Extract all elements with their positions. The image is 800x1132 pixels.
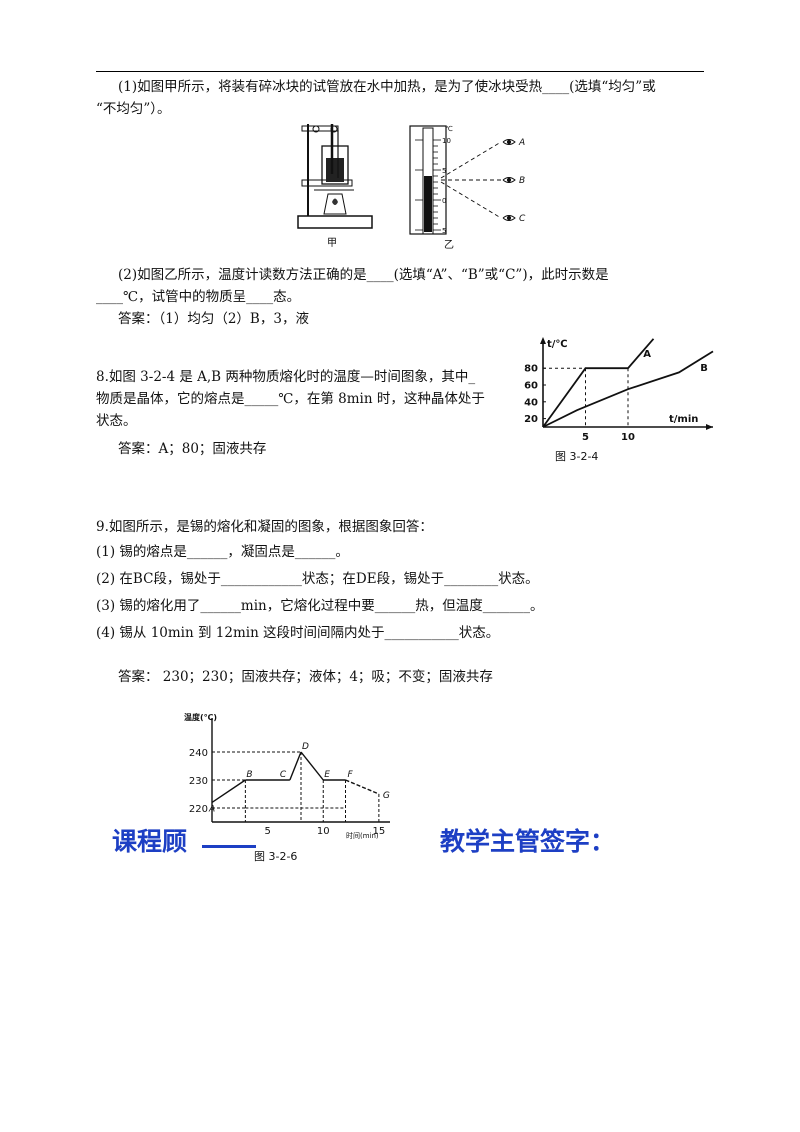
eye-label-b: B (519, 176, 525, 186)
q7-part2-line1: (2)如图乙所示，温度计读数方法正确的是____(选填“A”、“B”或“C”)，… (118, 267, 609, 283)
q7-answer: 答案：（1）均匀（2）B，3，液 (118, 311, 309, 327)
therm-unit: ℃ (445, 125, 453, 133)
q8-line3: 状态。 (96, 413, 137, 429)
therm-tick-5: 5 (442, 167, 446, 175)
point-label-a: A (208, 804, 215, 814)
point-label-f: F (348, 770, 354, 780)
y-axis-label: 温度(℃) (184, 712, 217, 722)
series-line-b (542, 350, 714, 428)
chart-3-2-4: t/℃ t/min 20 40 60 80 5 10 A B (524, 337, 714, 443)
x-axis-label: 时间(min) (346, 831, 379, 840)
y-tick-label: 220 (189, 804, 208, 815)
eye-label-a: A (518, 138, 525, 148)
y-axis-label: t/℃ (547, 339, 568, 350)
x-tick-label: 15 (373, 826, 386, 837)
therm-tick-minus5: 5 (442, 227, 446, 235)
point-label-e: E (324, 770, 330, 780)
q9-item-4: (4) 锡从 10min 到 12min 这段时间间隔内处于__________… (96, 625, 500, 641)
header-rule (96, 71, 704, 72)
q7-part2-line2: ____℃，试管中的物质呈____态。 (96, 289, 301, 305)
fig-yi-label: 乙 (444, 239, 454, 251)
chart-3-2-6-caption: 图 3-2-6 (254, 850, 298, 863)
q9-item-2: (2) 在BC段，锡处于____________状态；在DE段，锡处于_____… (96, 571, 539, 587)
signature-right-label: 教学主管签字： (440, 827, 616, 856)
series-segment (211, 779, 246, 803)
series-label-a: A (643, 349, 651, 360)
x-tick-label: 5 (264, 826, 270, 837)
q9-item-3: (3) 锡的熔化用了______min，它熔化过程中要______热，但温度__… (96, 598, 544, 614)
eye-label-c: C (519, 214, 526, 224)
q9-stem: 9.如图所示，是锡的熔化和凝固的图象，根据图象回答： (96, 519, 433, 535)
q7-part1-line1: (1)如图甲所示，将装有碎冰块的试管放在水中加热，是为了使冰块受热____(选填… (118, 79, 656, 95)
apparatus-figure-jia: 甲 (297, 124, 373, 249)
y-tick-label: 20 (524, 414, 538, 425)
series-label-b: B (700, 363, 708, 374)
y-tick-label: 60 (524, 381, 538, 392)
series-segment (300, 751, 324, 781)
chart-3-2-6: 温度(℃) 时间(min) 220 230 240 5 10 15 A B C D E F G (184, 712, 390, 840)
point-label-b: B (246, 770, 252, 780)
q9-answer: 答案： 230；230；固液共存；液体；4；吸；不变；固液共存 (118, 669, 493, 685)
point-label-g: G (383, 791, 390, 801)
chart-3-2-4-caption: 图 3-2-4 (555, 450, 599, 463)
x-tick-label: 10 (317, 826, 330, 837)
q8-line2: 物质是晶体，它的熔点是_____℃，在第 8min 时，这种晶体处于 (96, 391, 485, 407)
point-label-c: C (280, 770, 287, 780)
thermometer-figure-yi: ℃ 10 5 0 5 A B C 乙 (409, 125, 526, 251)
therm-tick-10: 10 (442, 137, 451, 145)
x-tick-label: 5 (582, 432, 589, 443)
x-axis-arrow (706, 424, 713, 430)
signature-left-label: 课程顾 (112, 827, 188, 856)
q8-answer: 答案：A；80；固液共存 (118, 441, 267, 457)
y-axis-arrow (540, 337, 546, 344)
q8-line1: 8.如图 3-2-4 是 A,B 两种物质熔化时的温度—时间图象，其中_ (96, 369, 476, 385)
y-tick-label: 40 (524, 397, 538, 408)
point-label-d: D (302, 742, 309, 752)
x-tick-label: 10 (621, 432, 635, 443)
therm-tick-0: 0 (442, 197, 446, 205)
q9-item-1: (1) 锡的熔点是______，凝固点是______。 (96, 544, 349, 560)
series-line-a (542, 338, 655, 428)
q7-part1-line2: “不均匀”）。 (96, 101, 171, 117)
x-axis-label: t/min (669, 414, 698, 425)
fig-jia-label: 甲 (327, 238, 337, 249)
y-tick-label: 230 (189, 776, 208, 787)
signature-left-line (202, 845, 256, 848)
series-segment (345, 779, 380, 795)
y-tick-label: 80 (524, 364, 538, 375)
y-tick-label: 240 (189, 748, 208, 759)
eye-icon (502, 139, 516, 221)
series-segment (289, 751, 302, 781)
